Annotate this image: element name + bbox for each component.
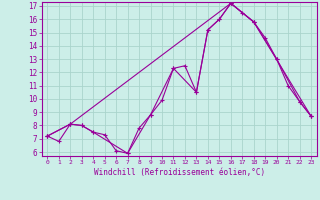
X-axis label: Windchill (Refroidissement éolien,°C): Windchill (Refroidissement éolien,°C) (94, 168, 265, 177)
